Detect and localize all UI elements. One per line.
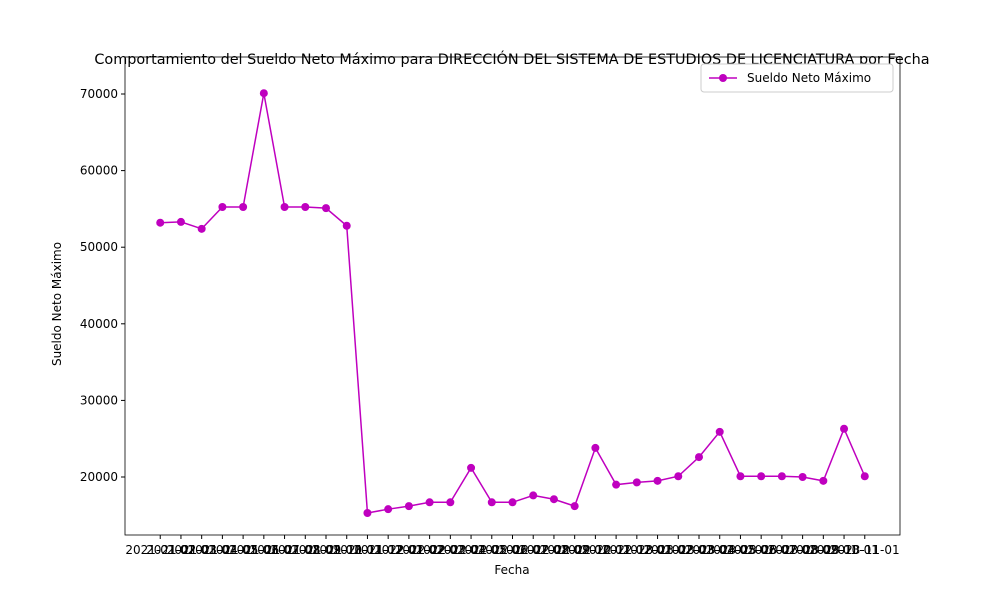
x-tick-label: 2021-08-01: [270, 543, 340, 557]
y-tick-label: 20000: [80, 470, 118, 484]
x-tick-label: 2023-06-01: [726, 543, 796, 557]
x-tick-label: 2022-08-01: [519, 543, 589, 557]
data-point: [322, 204, 331, 213]
x-tick-label: 2023-03-01: [664, 543, 734, 557]
data-point: [777, 472, 786, 481]
x-tick-label: 2022-01-01: [374, 543, 444, 557]
data-point: [798, 473, 807, 482]
x-tick-label: 2021-04-01: [188, 543, 258, 557]
x-tick-label: 2023-02-01: [643, 543, 713, 557]
x-tick-label: 2023-05-01: [706, 543, 776, 557]
x-tick-label: 2023-07-01: [747, 543, 817, 557]
x-tick-label: 2023-08-01: [768, 543, 838, 557]
legend-marker: [719, 74, 727, 82]
x-tick-label: 2021-06-01: [229, 543, 299, 557]
x-tick-label: 2021-11-01: [333, 543, 403, 557]
legend-box: [700, 63, 894, 93]
series-line: [160, 93, 866, 514]
data-point: [301, 202, 310, 211]
y-tick-label: 70000: [80, 87, 118, 101]
data-point: [384, 505, 393, 514]
x-tick-label: 2022-07-01: [498, 543, 568, 557]
x-tick-label: 2022-11-01: [581, 543, 651, 557]
data-point: [549, 495, 558, 504]
data-point: [176, 217, 185, 226]
x-tick-label: 2021-02-01: [146, 543, 216, 557]
x-tick-label: 2023-10-01: [809, 543, 879, 557]
data-point: [363, 509, 372, 518]
y-tick-label: 40000: [80, 317, 118, 331]
x-tick-label: 2023-11-01: [830, 543, 900, 557]
x-axis-label: Fecha: [494, 563, 529, 577]
x-tick-label: 2022-06-01: [478, 543, 548, 557]
x-tick-label: 2021-03-01: [167, 543, 237, 557]
data-point: [819, 476, 828, 485]
data-point: [632, 478, 641, 487]
x-tick-label: 2021-05-01: [208, 543, 278, 557]
x-tick-label: 2022-10-01: [561, 543, 631, 557]
y-tick-label: 30000: [80, 393, 118, 407]
data-point: [570, 502, 579, 511]
data-point: [280, 202, 289, 211]
data-point: [757, 472, 766, 481]
data-point: [156, 218, 165, 227]
data-point: [487, 498, 496, 507]
plot-frame: [124, 56, 901, 536]
y-tick-label: 50000: [80, 240, 118, 254]
data-point: [674, 472, 683, 481]
data-point: [860, 472, 869, 481]
x-tick-label: 2021-01-01: [125, 543, 195, 557]
x-tick-label: 2023-09-01: [788, 543, 858, 557]
data-point: [591, 443, 600, 452]
x-tick-label: 2022-02-01: [395, 543, 465, 557]
data-point: [197, 224, 206, 233]
x-tick-label: 2022-04-01: [436, 543, 506, 557]
x-tick-label: 2021-10-01: [312, 543, 382, 557]
y-axis-label: Sueldo Neto Máximo: [50, 242, 64, 366]
data-point: [736, 472, 745, 481]
x-tick-label: 2021-09-01: [291, 543, 361, 557]
x-tick-label: 2023-01-01: [623, 543, 693, 557]
x-tick-label: 2022-05-01: [457, 543, 527, 557]
data-point: [653, 476, 662, 485]
data-point: [218, 202, 227, 211]
y-tick-label: 60000: [80, 164, 118, 178]
data-point: [425, 498, 434, 507]
data-point: [612, 480, 621, 489]
data-point: [840, 424, 849, 433]
x-tick-label: 2023-04-01: [685, 543, 755, 557]
data-point: [446, 498, 455, 507]
data-point: [239, 202, 248, 211]
x-tick-label: 2022-09-01: [540, 543, 610, 557]
x-tick-label: 2022-03-01: [415, 543, 485, 557]
data-point: [715, 427, 724, 436]
data-point: [259, 89, 268, 98]
data-point: [694, 453, 703, 462]
data-point: [508, 498, 517, 507]
data-point: [342, 221, 351, 230]
legend-label: Sueldo Neto Máximo: [747, 71, 871, 85]
x-tick-label: 2021-12-01: [353, 543, 423, 557]
data-point: [467, 463, 476, 472]
x-tick-label: 2022-12-01: [602, 543, 672, 557]
data-point: [404, 502, 413, 511]
data-point: [529, 491, 538, 500]
x-tick-label: 2021-07-01: [250, 543, 320, 557]
legend: Sueldo Neto Máximo: [700, 63, 894, 93]
